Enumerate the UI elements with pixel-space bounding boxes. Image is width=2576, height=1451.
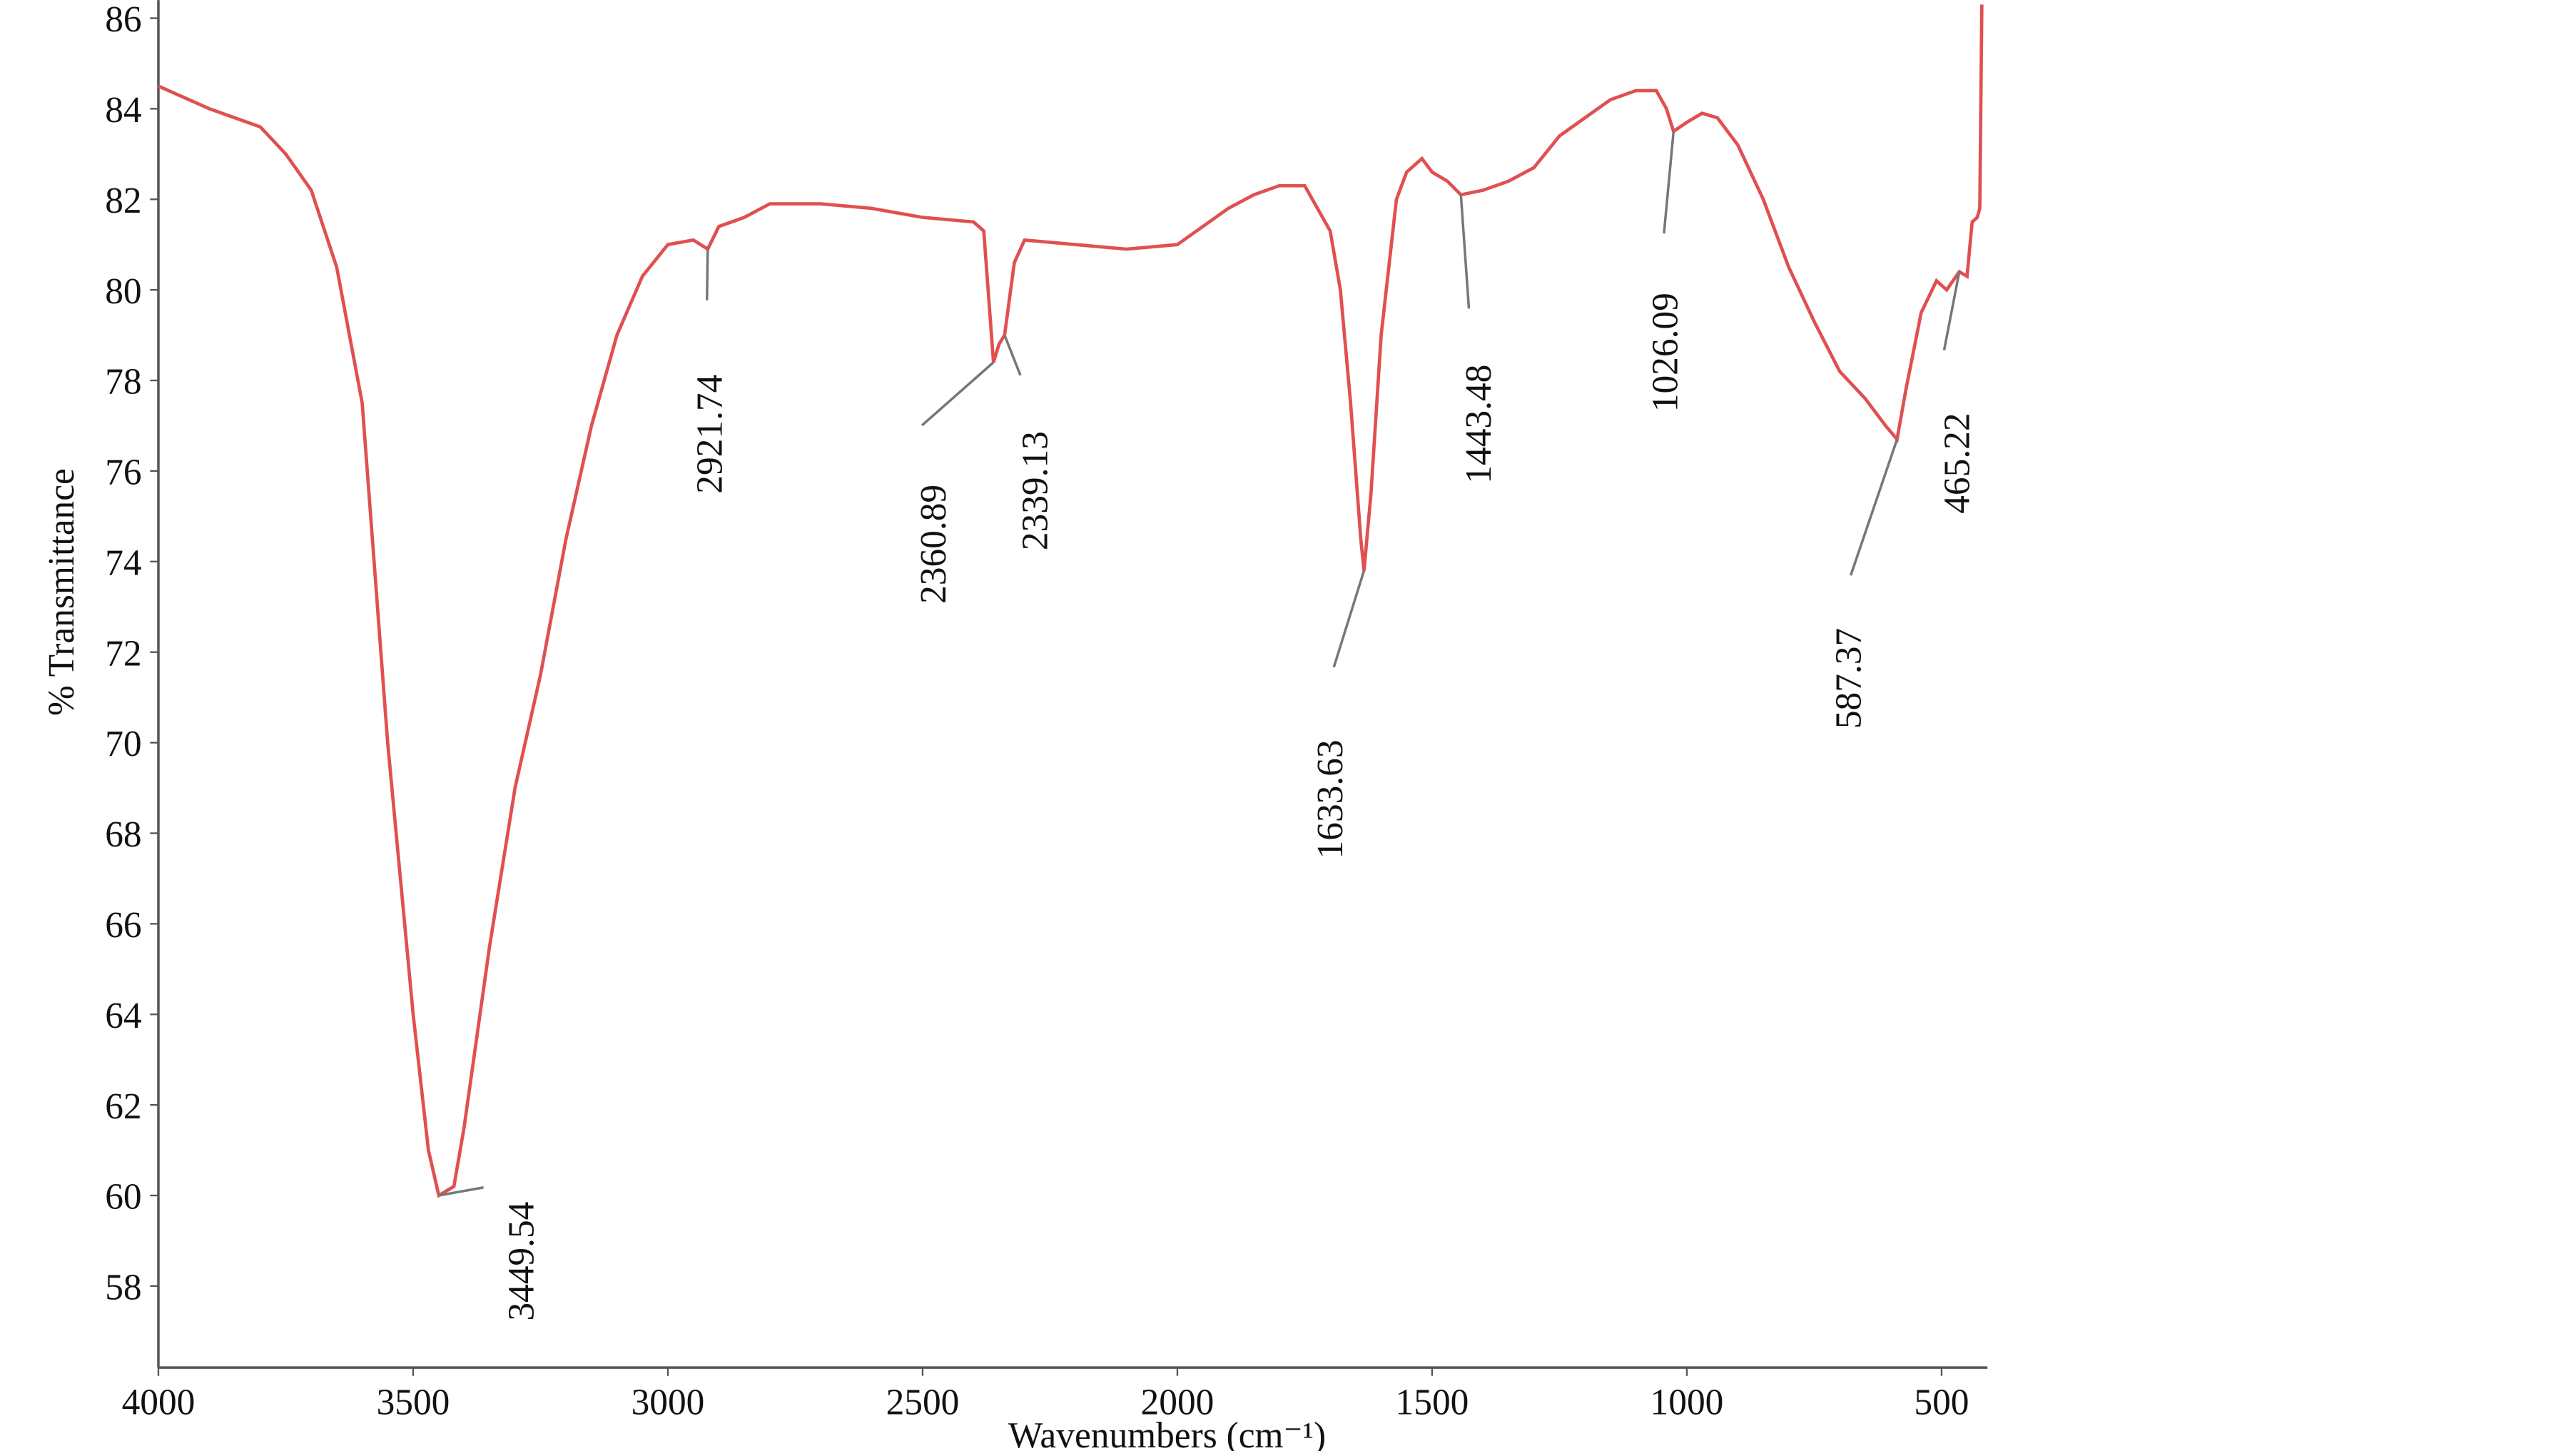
x-tick-label: 2500 xyxy=(886,1382,960,1423)
y-tick-label: 76 xyxy=(105,453,141,493)
annotation-leader xyxy=(1332,570,1366,668)
annotation-leader xyxy=(705,249,709,300)
annotation-label: 2360.89 xyxy=(913,485,954,604)
y-tick-label: 64 xyxy=(105,996,141,1036)
annotation-label: 2339.13 xyxy=(1015,431,1055,550)
x-tick-label: 2000 xyxy=(1141,1382,1215,1423)
y-tick-label: 62 xyxy=(105,1086,141,1127)
annotation-leader xyxy=(1459,194,1471,309)
y-tick-label: 70 xyxy=(105,724,141,764)
y-tick-label: 60 xyxy=(105,1177,141,1218)
annotation-leader xyxy=(1663,131,1675,234)
annotation-leader xyxy=(1942,271,1961,351)
annotation-label: 465.22 xyxy=(1937,413,1977,513)
annotation-label: 1026.09 xyxy=(1646,293,1686,412)
x-tick-label: 1500 xyxy=(1396,1382,1469,1423)
annotation-leader xyxy=(438,1186,484,1197)
y-tick-label: 84 xyxy=(105,90,141,131)
annotation-leader xyxy=(1003,334,1022,376)
x-tick-label: 3500 xyxy=(377,1382,450,1423)
annotation-label: 1443.48 xyxy=(1459,365,1499,484)
annotation-label: 3449.54 xyxy=(502,1202,542,1321)
annotation-leader xyxy=(1849,438,1899,576)
annotation-label: 1633.63 xyxy=(1310,739,1351,859)
y-tick-label: 78 xyxy=(105,362,141,403)
y-tick-label: 72 xyxy=(105,633,141,674)
y-axis-label: % Transmittance xyxy=(41,468,82,716)
y-tick-label: 80 xyxy=(105,271,141,312)
y-tick-label: 82 xyxy=(105,181,141,221)
x-tick-label: 1000 xyxy=(1650,1382,1724,1423)
y-tick-label: 58 xyxy=(105,1268,141,1308)
annotation-label: 2921.74 xyxy=(690,375,731,494)
y-tick-label: 74 xyxy=(105,542,141,583)
x-tick-label: 3000 xyxy=(632,1382,705,1423)
x-tick-label: 500 xyxy=(1914,1382,1969,1423)
x-tick-label: 4000 xyxy=(122,1382,196,1423)
annotation-label: 587.37 xyxy=(1829,628,1870,729)
y-tick-label: 66 xyxy=(105,905,141,946)
x-axis-label: Wavenumbers (cm⁻¹) xyxy=(1008,1415,1326,1451)
spectrum-line xyxy=(158,4,1984,1198)
annotation-leader xyxy=(921,361,995,427)
y-tick-label: 68 xyxy=(105,814,141,855)
y-tick-label: 86 xyxy=(105,0,141,40)
